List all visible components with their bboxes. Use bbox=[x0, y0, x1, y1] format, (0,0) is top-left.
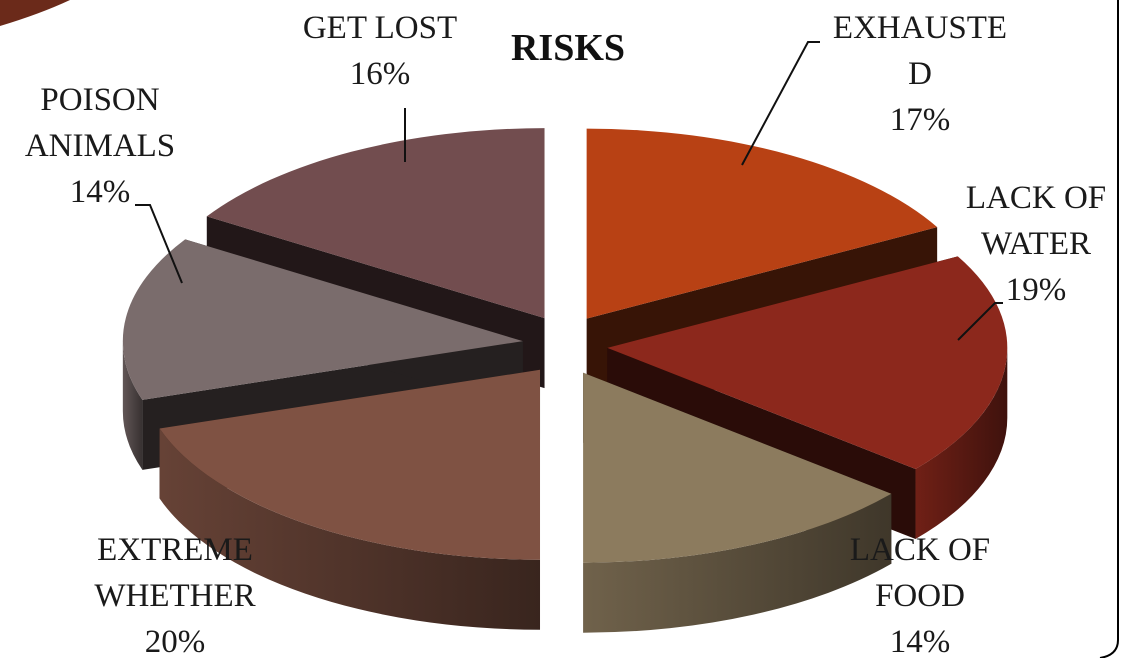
data-label-percent-poison-animals: 14% bbox=[70, 174, 131, 210]
data-label-percent-lack-of-food: 14% bbox=[890, 624, 951, 658]
data-label-name-extreme-whether: WHETHER bbox=[94, 578, 255, 614]
data-labels: EXHAUSTE D 17% LACK OF WATER 19% LACK OF FOOD 14… bbox=[25, 10, 1106, 658]
pie-slice-extreme-whether bbox=[159, 369, 541, 630]
pie-slice-lack-of-food bbox=[583, 372, 892, 633]
chart-title: RISKS bbox=[511, 27, 625, 69]
data-label-name-lack-of-food: FOOD bbox=[875, 578, 965, 614]
pie-slices bbox=[122, 128, 1008, 633]
data-label-name-lack-of-food: LACK OF bbox=[850, 532, 990, 568]
frame-right-border bbox=[1099, 0, 1119, 658]
leader-lines bbox=[135, 41, 1003, 341]
data-label-name-exhausted: D bbox=[908, 56, 932, 92]
data-label-name-exhausted: EXHAUSTE bbox=[833, 10, 1007, 46]
data-label-percent-exhausted: 17% bbox=[890, 102, 951, 138]
leader-line-poison-animals bbox=[135, 204, 183, 284]
data-label-name-lack-of-water: LACK OF bbox=[966, 180, 1106, 216]
data-label-percent-get-lost: 16% bbox=[350, 56, 411, 92]
data-label-name-poison-animals: POISON bbox=[40, 82, 159, 118]
data-label-name-poison-animals: ANIMALS bbox=[25, 128, 175, 164]
data-label-name-extreme-whether: EXTREME bbox=[97, 532, 253, 568]
top-left-ornament bbox=[0, 0, 70, 26]
data-label-percent-extreme-whether: 20% bbox=[145, 624, 206, 658]
data-label-percent-lack-of-water: 19% bbox=[1006, 272, 1067, 308]
data-label-name-lack-of-water: WATER bbox=[981, 226, 1091, 262]
data-label-name-get-lost: GET LOST bbox=[303, 10, 457, 46]
leader-line-lack-of-water bbox=[957, 302, 1003, 341]
leader-line-exhausted bbox=[741, 41, 820, 166]
